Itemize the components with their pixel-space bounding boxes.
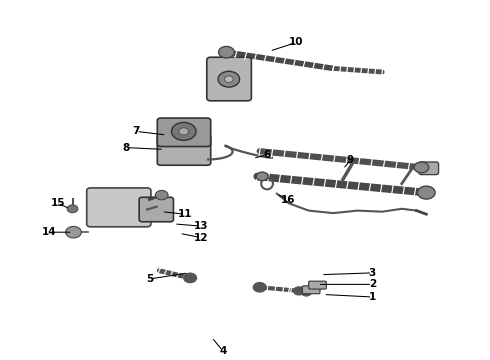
Text: 7: 7 — [132, 126, 140, 136]
FancyBboxPatch shape — [302, 286, 320, 294]
Circle shape — [301, 289, 311, 296]
Circle shape — [294, 287, 304, 295]
Circle shape — [67, 205, 78, 213]
Circle shape — [312, 285, 320, 291]
Circle shape — [219, 46, 234, 58]
Circle shape — [179, 128, 189, 135]
Text: 1: 1 — [369, 292, 376, 302]
Circle shape — [172, 122, 196, 140]
Text: 12: 12 — [194, 233, 208, 243]
FancyBboxPatch shape — [207, 57, 251, 101]
Text: 16: 16 — [281, 195, 295, 205]
Circle shape — [218, 71, 240, 87]
Text: 8: 8 — [123, 143, 130, 153]
FancyBboxPatch shape — [87, 188, 151, 227]
FancyBboxPatch shape — [157, 118, 211, 147]
Circle shape — [256, 172, 268, 181]
Text: 13: 13 — [194, 221, 208, 231]
Text: 6: 6 — [264, 150, 270, 160]
FancyBboxPatch shape — [157, 134, 211, 165]
Text: 11: 11 — [178, 209, 193, 219]
Text: 14: 14 — [42, 227, 56, 237]
Text: 9: 9 — [347, 155, 354, 165]
Circle shape — [224, 76, 233, 82]
Text: 4: 4 — [219, 346, 227, 356]
FancyBboxPatch shape — [139, 197, 173, 222]
Text: 3: 3 — [369, 268, 376, 278]
Text: 5: 5 — [146, 274, 153, 284]
Text: 2: 2 — [369, 279, 376, 289]
Circle shape — [414, 162, 429, 173]
Circle shape — [66, 226, 81, 238]
Text: 10: 10 — [289, 37, 304, 48]
FancyBboxPatch shape — [309, 281, 326, 289]
Text: 15: 15 — [50, 198, 65, 208]
Circle shape — [155, 190, 168, 200]
FancyBboxPatch shape — [419, 162, 439, 175]
Circle shape — [184, 273, 196, 283]
Circle shape — [253, 283, 266, 292]
Circle shape — [417, 186, 435, 199]
